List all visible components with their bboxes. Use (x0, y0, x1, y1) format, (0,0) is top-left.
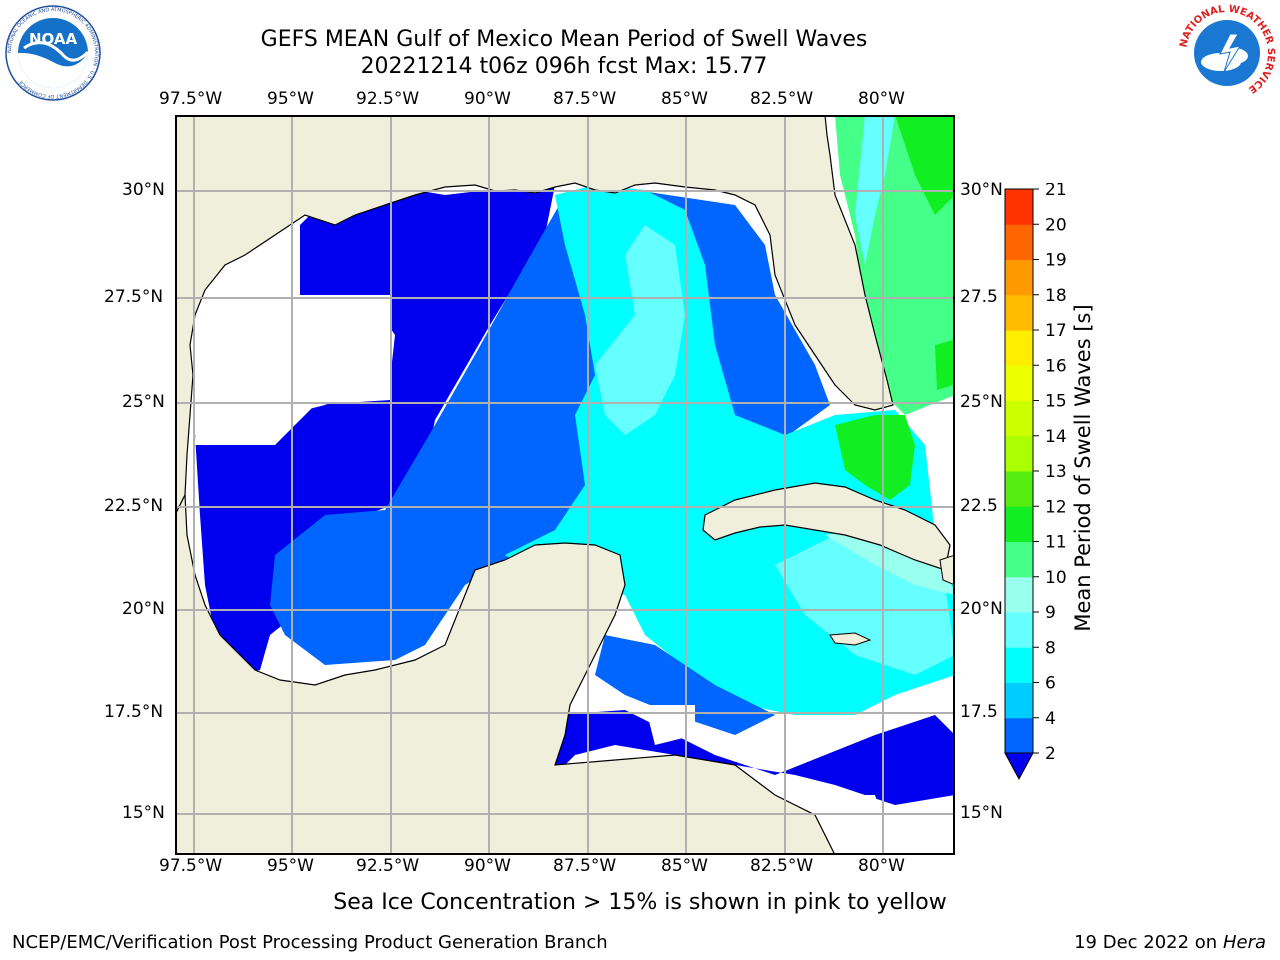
colorbar-tick-label: 12 (1045, 497, 1067, 517)
date-text: 19 Dec 2022 on (1074, 932, 1218, 953)
lat-label: 15°N (960, 803, 1003, 823)
map-subtitle: 20221214 t06z 096h fcst Max: 15.77 (360, 54, 768, 79)
lat-label: 17.5°N (104, 702, 164, 722)
lon-label: 97.5°W (159, 856, 223, 876)
swell-band-bahamas (835, 415, 915, 500)
lat-label: 17.5 (960, 702, 998, 722)
colorbar-swatch (1005, 189, 1033, 225)
lat-label: 20°N (122, 599, 165, 619)
colorbar-tick-label: 15 (1045, 392, 1067, 412)
colorbar-swatch (1005, 471, 1033, 507)
colorbar-swatch (1005, 224, 1033, 260)
lat-label: 27.5 (960, 287, 998, 307)
lat-label: 22.5°N (104, 496, 164, 516)
colorbar-swatch (1005, 612, 1033, 648)
lat-label: 30°N (122, 180, 165, 200)
colorbar-swatch (1005, 576, 1033, 613)
lat-label: 25°N (960, 392, 1003, 412)
colorbar-swatch (1005, 506, 1033, 542)
map-frame (175, 115, 955, 855)
machine-name: Hera (1222, 932, 1266, 953)
lon-label: 82.5°W (750, 89, 814, 109)
colorbar-tick-label: 13 (1045, 462, 1067, 482)
map-title: GEFS MEAN Gulf of Mexico Mean Period of … (260, 27, 868, 52)
colorbar-swatch (1005, 400, 1033, 437)
colorbar-swatch (1005, 259, 1033, 296)
colorbar-tick-label: 6 (1045, 674, 1056, 694)
colorbar-tick-label: 9 (1045, 603, 1056, 623)
cuba (702, 482, 951, 571)
colorbar-tick-label: 21 (1045, 183, 1067, 200)
graticule (175, 115, 955, 855)
lat-label: 27.5°N (104, 287, 164, 307)
colorbar-tick-label: 11 (1045, 533, 1067, 553)
lon-label: 90°W (464, 89, 511, 109)
nws-logo: NATIONAL WEATHER SERVICE (1178, 4, 1276, 100)
date-stamp: 19 Dec 2022 on Hera (1074, 932, 1266, 953)
colorbar-swatch (1005, 682, 1033, 719)
lat-label: 15°N (122, 803, 165, 823)
lat-label: 20°N (960, 599, 1003, 619)
lon-label: 95°W (267, 856, 314, 876)
lon-label: 85°W (661, 856, 708, 876)
swell-band-bahamas-north (935, 340, 953, 390)
colorbar-extend-arrow (1004, 752, 1034, 781)
colorbar-swatch (1005, 294, 1033, 331)
lon-label: 92.5°W (356, 856, 420, 876)
colorbar-tick-label: 2 (1045, 744, 1056, 764)
lat-label: 30°N (960, 180, 1003, 200)
colorbar-ticks: 2 4 6 8 9 10 11 12 13 14 15 16 17 18 19 20 21 (1033, 183, 1067, 764)
colorbar-tick-label: 16 (1045, 356, 1067, 376)
land (175, 115, 955, 855)
lon-label: 82.5°W (750, 856, 814, 876)
gulf-map (175, 115, 955, 855)
colorbar-tick-label: 4 (1045, 709, 1056, 729)
hispaniola (939, 554, 955, 586)
colorbar-tick-label: 14 (1045, 427, 1067, 447)
noaa-logo-text: NOAA (29, 30, 78, 48)
colorbar-swatch (1005, 717, 1033, 754)
swell-band-8-9 (825, 525, 955, 595)
lon-label: 87.5°W (553, 856, 617, 876)
lon-label: 90°W (464, 856, 511, 876)
colorbar-swatch (1005, 541, 1033, 578)
colorbar-swatch (1005, 330, 1033, 366)
colorbar-swatch (1005, 435, 1033, 472)
noaa-logo: NOAA NATIONAL OCEANIC AND ATMOSPHERIC AD… (5, 5, 101, 101)
colorbar: 2 4 6 8 9 10 11 12 13 14 15 16 17 18 19 20 21 (1004, 183, 1067, 781)
lon-label: 87.5°W (553, 89, 617, 109)
colorbar-swatch (1005, 647, 1033, 683)
colorbar-blocks (1004, 188, 1034, 781)
colorbar-swatch (1005, 365, 1033, 401)
lon-label: 92.5°W (356, 89, 420, 109)
colorbar-tick-label: 10 (1045, 568, 1067, 588)
credit-text: NCEP/EMC/Verification Post Processing Pr… (12, 932, 608, 953)
missing-data-caribbean (645, 705, 695, 745)
swell-band-6-8 (595, 225, 685, 435)
colorbar-tick-label: 20 (1045, 215, 1067, 235)
lon-label: 80°W (858, 856, 905, 876)
lon-label: 80°W (858, 89, 905, 109)
colorbar-label: Mean Period of Swell Waves [s] (1071, 304, 1095, 632)
lat-label: 25°N (122, 392, 165, 412)
ice-note: Sea Ice Concentration > 15% is shown in … (333, 890, 947, 915)
lon-label: 95°W (267, 89, 314, 109)
colorbar-tick-label: 17 (1045, 321, 1067, 341)
jamaica (829, 632, 872, 646)
colorbar-tick-label: 18 (1045, 286, 1067, 306)
lon-label: 85°W (661, 89, 708, 109)
colorbar-tick-label: 8 (1045, 638, 1056, 658)
lon-label: 97.5°W (159, 89, 223, 109)
colorbar-tick-label: 19 (1045, 251, 1067, 271)
lat-label: 22.5 (960, 496, 998, 516)
ice-note-wrapper: Sea Ice Concentration > 15% is shown in … (0, 890, 1280, 915)
